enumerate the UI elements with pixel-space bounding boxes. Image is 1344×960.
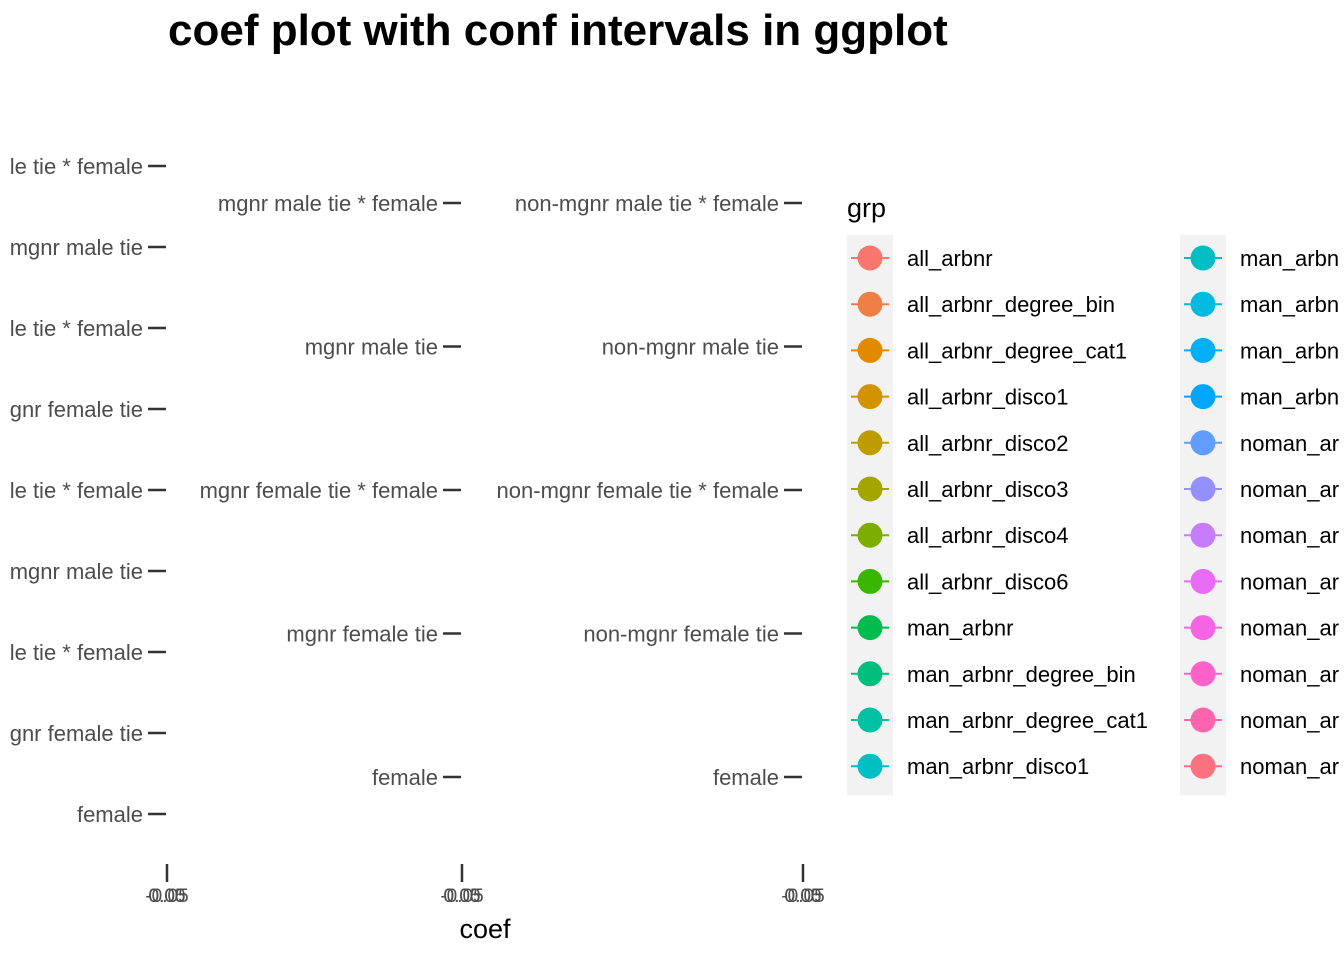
legend-key-point xyxy=(1190,476,1216,502)
legend-key-point xyxy=(857,615,883,641)
legend-title: grp xyxy=(847,193,886,223)
legend-key-point xyxy=(1190,430,1216,456)
legend-key-background xyxy=(847,235,893,796)
legend-key-point xyxy=(857,707,883,733)
legend-label: noman_ar xyxy=(1240,523,1339,548)
y-tick-label: non-mgnr male tie xyxy=(602,335,779,360)
legend-label: all_arbnr xyxy=(907,246,993,271)
y-tick-label: mgnr female tie * female xyxy=(200,478,438,503)
y-tick-label: le tie * female xyxy=(10,640,143,665)
y-tick-label: mgnr male tie xyxy=(10,235,143,260)
legend-label: noman_ar xyxy=(1240,431,1339,456)
legend-label: man_arbn xyxy=(1240,338,1339,363)
legend-label: all_arbnr_disco3 xyxy=(907,477,1068,502)
x-tick-label: -0.05 xyxy=(781,886,824,907)
legend-label: noman_ar xyxy=(1240,754,1339,779)
y-tick-label: le tie * female xyxy=(10,316,143,341)
legend-label: all_arbnr_disco6 xyxy=(907,569,1068,594)
legend-label: noman_ar xyxy=(1240,616,1339,641)
legend-label: all_arbnr_disco4 xyxy=(907,523,1068,548)
legend-label: man_arbnr_disco1 xyxy=(907,754,1089,779)
legend-label: man_arbnr_degree_cat1 xyxy=(907,708,1148,733)
y-tick-label: mgnr female tie xyxy=(286,622,438,647)
legend-label: man_arbn xyxy=(1240,385,1339,410)
legend-key-point xyxy=(1190,753,1216,779)
y-tick-label: le tie * female xyxy=(10,478,143,503)
x-tick-label: 0.00 xyxy=(785,886,822,907)
legend-key-point xyxy=(1190,615,1216,641)
legend-key-point xyxy=(1190,568,1216,594)
legend-key-point xyxy=(857,661,883,687)
legend-key-point xyxy=(857,522,883,548)
legend-key-point xyxy=(1190,707,1216,733)
x-tick-label: 0.05 xyxy=(785,886,822,907)
x-tick-label: -0.05 xyxy=(145,886,188,907)
y-tick-label: mgnr male tie xyxy=(10,559,143,584)
x-tick-label: 0.05 xyxy=(149,886,186,907)
legend-label: all_arbnr_degree_cat1 xyxy=(907,338,1127,363)
legend-key-point xyxy=(857,476,883,502)
x-tick-label: 0.05 xyxy=(444,886,481,907)
x-tick-label: -0.05 xyxy=(440,886,483,907)
y-tick-label: female xyxy=(77,802,143,827)
legend-key-point xyxy=(857,568,883,594)
legend-label: man_arbnr_degree_bin xyxy=(907,662,1136,687)
legend-key-point xyxy=(1190,661,1216,687)
legend-label: all_arbnr_disco2 xyxy=(907,431,1068,456)
legend-key-background xyxy=(1180,235,1226,796)
legend-key-point xyxy=(857,337,883,363)
legend-label: noman_ar xyxy=(1240,569,1339,594)
y-tick-label: female xyxy=(713,765,779,790)
y-tick-label: gnr female tie xyxy=(10,721,143,746)
legend-key-point xyxy=(857,384,883,410)
legend-key-point xyxy=(857,753,883,779)
legend-label: all_arbnr_degree_bin xyxy=(907,292,1115,317)
legend-key-point xyxy=(1190,522,1216,548)
y-tick-label: le tie * female xyxy=(10,154,143,179)
legend-key-point xyxy=(857,291,883,317)
legend-label: man_arbn xyxy=(1240,246,1339,271)
legend-label: man_arbnr xyxy=(907,616,1013,641)
legend-label: noman_ar xyxy=(1240,662,1339,687)
y-tick-label: non-mgnr male tie * female xyxy=(515,191,779,216)
chart-title: coef plot with conf intervals in ggplot xyxy=(168,6,948,55)
legend-key-point xyxy=(857,430,883,456)
legend-label: all_arbnr_disco1 xyxy=(907,385,1068,410)
x-tick-label: 0.00 xyxy=(149,886,186,907)
legend-key-point xyxy=(1190,245,1216,271)
y-tick-label: female xyxy=(372,765,438,790)
x-axis-title: coef xyxy=(459,914,511,944)
legend-key-point xyxy=(857,245,883,271)
y-tick-label: non-mgnr female tie * female xyxy=(497,478,779,503)
legend-label: noman_ar xyxy=(1240,708,1339,733)
legend-label: noman_ar xyxy=(1240,477,1339,502)
legend-key-point xyxy=(1190,337,1216,363)
x-tick-label: 0.00 xyxy=(444,886,481,907)
y-tick-label: mgnr male tie * female xyxy=(218,191,438,216)
legend-key-point xyxy=(1190,291,1216,317)
y-tick-label: non-mgnr female tie xyxy=(583,622,779,647)
legend-key-point xyxy=(1190,384,1216,410)
y-tick-label: mgnr male tie xyxy=(305,335,438,360)
y-tick-label: gnr female tie xyxy=(10,397,143,422)
legend-label: man_arbn xyxy=(1240,292,1339,317)
